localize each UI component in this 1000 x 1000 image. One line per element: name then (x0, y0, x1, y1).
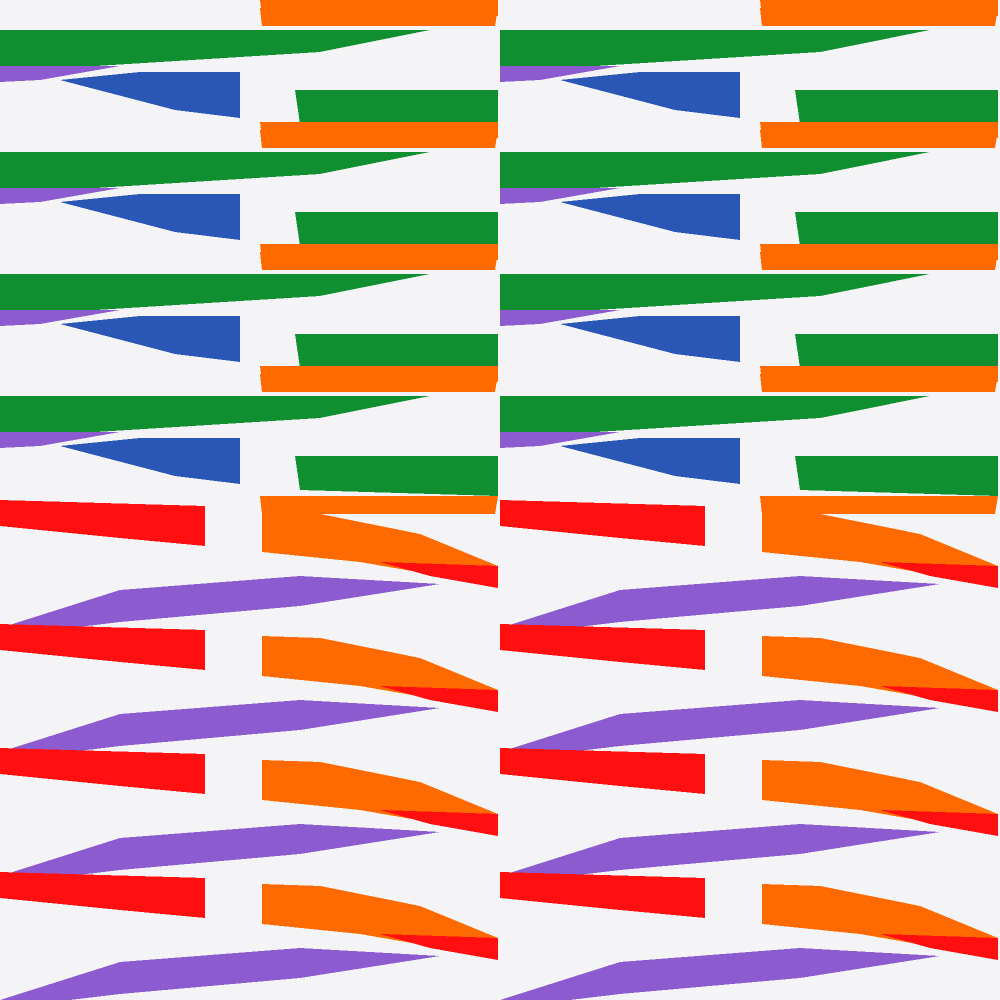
green-block (795, 456, 998, 496)
purple-arc (500, 700, 940, 758)
orange-wedge (760, 244, 998, 260)
red-wedge (0, 872, 205, 918)
purple-sliver (500, 432, 620, 448)
red-wedge (500, 500, 705, 546)
green-wedge (0, 152, 430, 194)
green-wedge (500, 274, 930, 316)
green-block (795, 90, 998, 130)
blue-wedge (560, 194, 740, 240)
red-wedge (0, 748, 205, 794)
red-tip (380, 562, 498, 588)
green-wedge (500, 152, 930, 194)
upper-stripe-band (0, 0, 998, 514)
red-tip (880, 686, 998, 712)
green-block (795, 334, 998, 374)
orange-wedge (760, 366, 998, 382)
blue-wedge (60, 72, 240, 118)
purple-arc (500, 948, 940, 1000)
blue-wedge (560, 72, 740, 118)
red-tip (880, 934, 998, 960)
blue-wedge (60, 438, 240, 484)
orange-wedge (260, 0, 498, 16)
purple-sliver (500, 188, 620, 204)
orange-wedge (260, 122, 498, 138)
green-block (295, 90, 498, 130)
purple-arc (0, 824, 440, 882)
blue-wedge (60, 316, 240, 362)
blue-wedge (60, 194, 240, 240)
orange-wedge (760, 0, 998, 16)
green-wedge (0, 396, 430, 438)
green-wedge (500, 396, 930, 438)
red-tip (880, 562, 998, 588)
green-wedge (0, 274, 430, 316)
purple-arc (0, 948, 440, 1000)
red-wedge (500, 624, 705, 670)
green-block (295, 334, 498, 374)
red-tip (380, 810, 498, 836)
purple-arc (0, 576, 440, 634)
red-tip (380, 686, 498, 712)
blue-wedge (560, 316, 740, 362)
purple-sliver (500, 66, 620, 82)
green-wedge (0, 30, 430, 72)
green-block (795, 212, 998, 252)
purple-sliver (500, 310, 620, 326)
red-tip (880, 810, 998, 836)
orange-wedge (760, 496, 998, 514)
purple-sliver (0, 310, 120, 326)
blue-wedge (560, 438, 740, 484)
green-block (295, 456, 498, 496)
purple-sliver (0, 66, 120, 82)
red-tip (380, 934, 498, 960)
red-wedge (500, 872, 705, 918)
purple-sliver (0, 432, 120, 448)
green-wedge (500, 30, 930, 72)
orange-wedge (260, 244, 498, 260)
orange-wedge (260, 496, 498, 514)
green-block (295, 212, 498, 252)
purple-sliver (0, 188, 120, 204)
purple-arc (500, 576, 940, 634)
lower-stripe-band (0, 500, 998, 1000)
red-wedge (500, 748, 705, 794)
orange-wedge (260, 366, 498, 382)
purple-arc (500, 824, 940, 882)
red-wedge (0, 500, 205, 546)
orange-wedge (760, 122, 998, 138)
purple-arc (0, 700, 440, 758)
red-wedge (0, 624, 205, 670)
